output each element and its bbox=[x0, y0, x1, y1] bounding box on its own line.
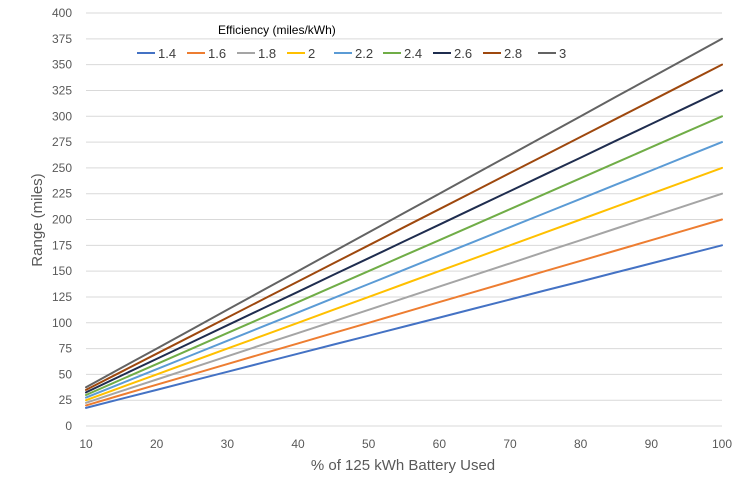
legend-entry-label: 1.6 bbox=[208, 46, 226, 61]
y-tick-label: 150 bbox=[52, 264, 72, 278]
legend-entry-label: 2 bbox=[308, 46, 315, 61]
x-tick-label: 60 bbox=[433, 437, 447, 451]
series-line-2.4 bbox=[85, 115, 723, 396]
y-tick-label: 50 bbox=[59, 367, 73, 381]
y-tick-label: 200 bbox=[52, 213, 72, 227]
series-line-3 bbox=[85, 37, 723, 389]
legend-entry-label: 2.8 bbox=[504, 46, 522, 61]
x-tick-label: 50 bbox=[362, 437, 376, 451]
y-axis-title: Range (miles) bbox=[29, 173, 46, 266]
legend-title: Efficiency (miles/kWh) bbox=[218, 23, 336, 37]
y-tick-label: 275 bbox=[52, 135, 72, 149]
y-tick-label: 300 bbox=[52, 109, 72, 123]
series-line-2.8 bbox=[85, 63, 723, 391]
legend-entry-label: 2.4 bbox=[404, 46, 422, 61]
series-lines bbox=[85, 37, 723, 409]
x-axis-title: % of 125 kWh Battery Used bbox=[311, 457, 495, 474]
series-line-1.4 bbox=[85, 244, 723, 409]
x-tick-label: 90 bbox=[645, 437, 659, 451]
y-tick-label: 250 bbox=[52, 161, 72, 175]
y-axis-tick-labels: 0 25 50 75 100 125 150 175 200 225 250 275 300 325 350… bbox=[52, 6, 72, 433]
y-tick-label: 225 bbox=[52, 187, 72, 201]
legend-entry-label: 2.6 bbox=[454, 46, 472, 61]
y-tick-label: 325 bbox=[52, 83, 72, 97]
series-line-1.8 bbox=[85, 192, 723, 404]
legend-entry-label: 3 bbox=[559, 46, 566, 61]
x-tick-label: 20 bbox=[150, 437, 164, 451]
gridlines bbox=[86, 12, 722, 427]
legend: Efficiency (miles/kWh) 1.4 1.6 1.8 2 2.2 2.4 2… bbox=[137, 23, 566, 61]
y-tick-label: 125 bbox=[52, 290, 72, 304]
y-tick-label: 375 bbox=[52, 32, 72, 46]
legend-entry-label: 2.2 bbox=[355, 46, 373, 61]
x-tick-label: 80 bbox=[574, 437, 588, 451]
series-line-2.2 bbox=[85, 141, 723, 399]
y-tick-label: 350 bbox=[52, 58, 72, 72]
y-tick-label: 75 bbox=[59, 342, 73, 356]
x-tick-label: 40 bbox=[291, 437, 305, 451]
legend-entry-label: 1.4 bbox=[158, 46, 176, 61]
series-line-2 bbox=[85, 166, 723, 402]
y-tick-label: 175 bbox=[52, 238, 72, 252]
legend-entry-label: 1.8 bbox=[258, 46, 276, 61]
series-line-2.6 bbox=[85, 89, 723, 394]
x-tick-label: 100 bbox=[712, 437, 732, 451]
series-line-1.6 bbox=[85, 218, 723, 407]
x-tick-label: 70 bbox=[503, 437, 517, 451]
y-tick-label: 400 bbox=[52, 6, 72, 20]
y-tick-label: 0 bbox=[65, 419, 72, 433]
y-tick-label: 25 bbox=[59, 393, 73, 407]
x-tick-label: 30 bbox=[221, 437, 235, 451]
x-axis-tick-labels: 10 20 30 40 50 60 70 80 90 100 bbox=[79, 437, 732, 451]
y-tick-label: 100 bbox=[52, 316, 72, 330]
x-tick-label: 10 bbox=[79, 437, 93, 451]
